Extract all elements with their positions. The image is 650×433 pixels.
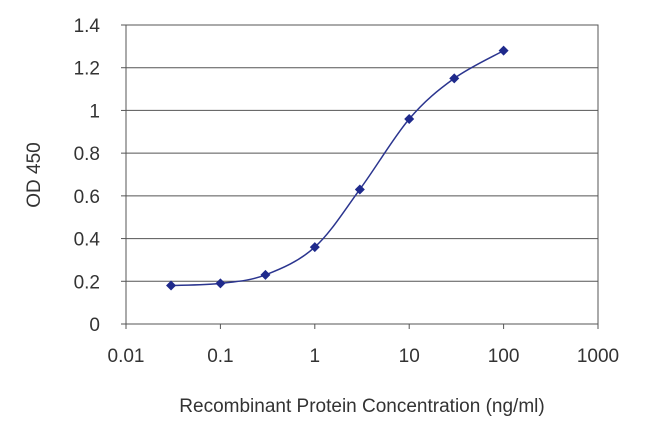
y-tick-label: 0.2 — [74, 272, 100, 293]
grid-lines — [126, 67, 598, 282]
x-axis-title: Recombinant Protein Concentration (ng/ml… — [179, 396, 544, 417]
x-tick-label: 0.1 — [207, 346, 233, 367]
x-tick-label: 1 — [310, 346, 321, 367]
data-points — [166, 45, 509, 291]
data-point — [309, 242, 320, 253]
x-tick-label: 100 — [488, 346, 520, 367]
data-point — [449, 73, 460, 84]
x-tick-label: 0.01 — [108, 346, 145, 367]
x-tick-label: 10 — [399, 346, 420, 367]
x-axis-ticks: 0.01 0.1 1 10 100 1000 — [108, 324, 619, 367]
data-point — [498, 45, 509, 56]
y-axis-title: OD 450 — [24, 142, 45, 207]
y-axis-ticks: 0 0.2 0.4 0.6 0.8 1 1.2 1.4 — [74, 16, 126, 336]
data-point — [354, 184, 365, 195]
y-tick-label: 0.6 — [74, 187, 100, 208]
x-tick-label: 1000 — [577, 346, 619, 367]
series-line — [170, 49, 504, 287]
y-tick-label: 1.2 — [74, 59, 100, 80]
data-point — [166, 280, 177, 291]
y-tick-label: 0 — [89, 315, 100, 336]
plot-area — [125, 24, 599, 325]
y-tick-label: 0.4 — [74, 230, 101, 251]
y-tick-label: 1.4 — [74, 16, 101, 37]
data-point — [404, 113, 415, 124]
y-tick-label: 0.8 — [74, 144, 100, 165]
data-point — [260, 269, 271, 280]
data-point — [215, 278, 226, 289]
y-tick-label: 1 — [89, 101, 100, 122]
